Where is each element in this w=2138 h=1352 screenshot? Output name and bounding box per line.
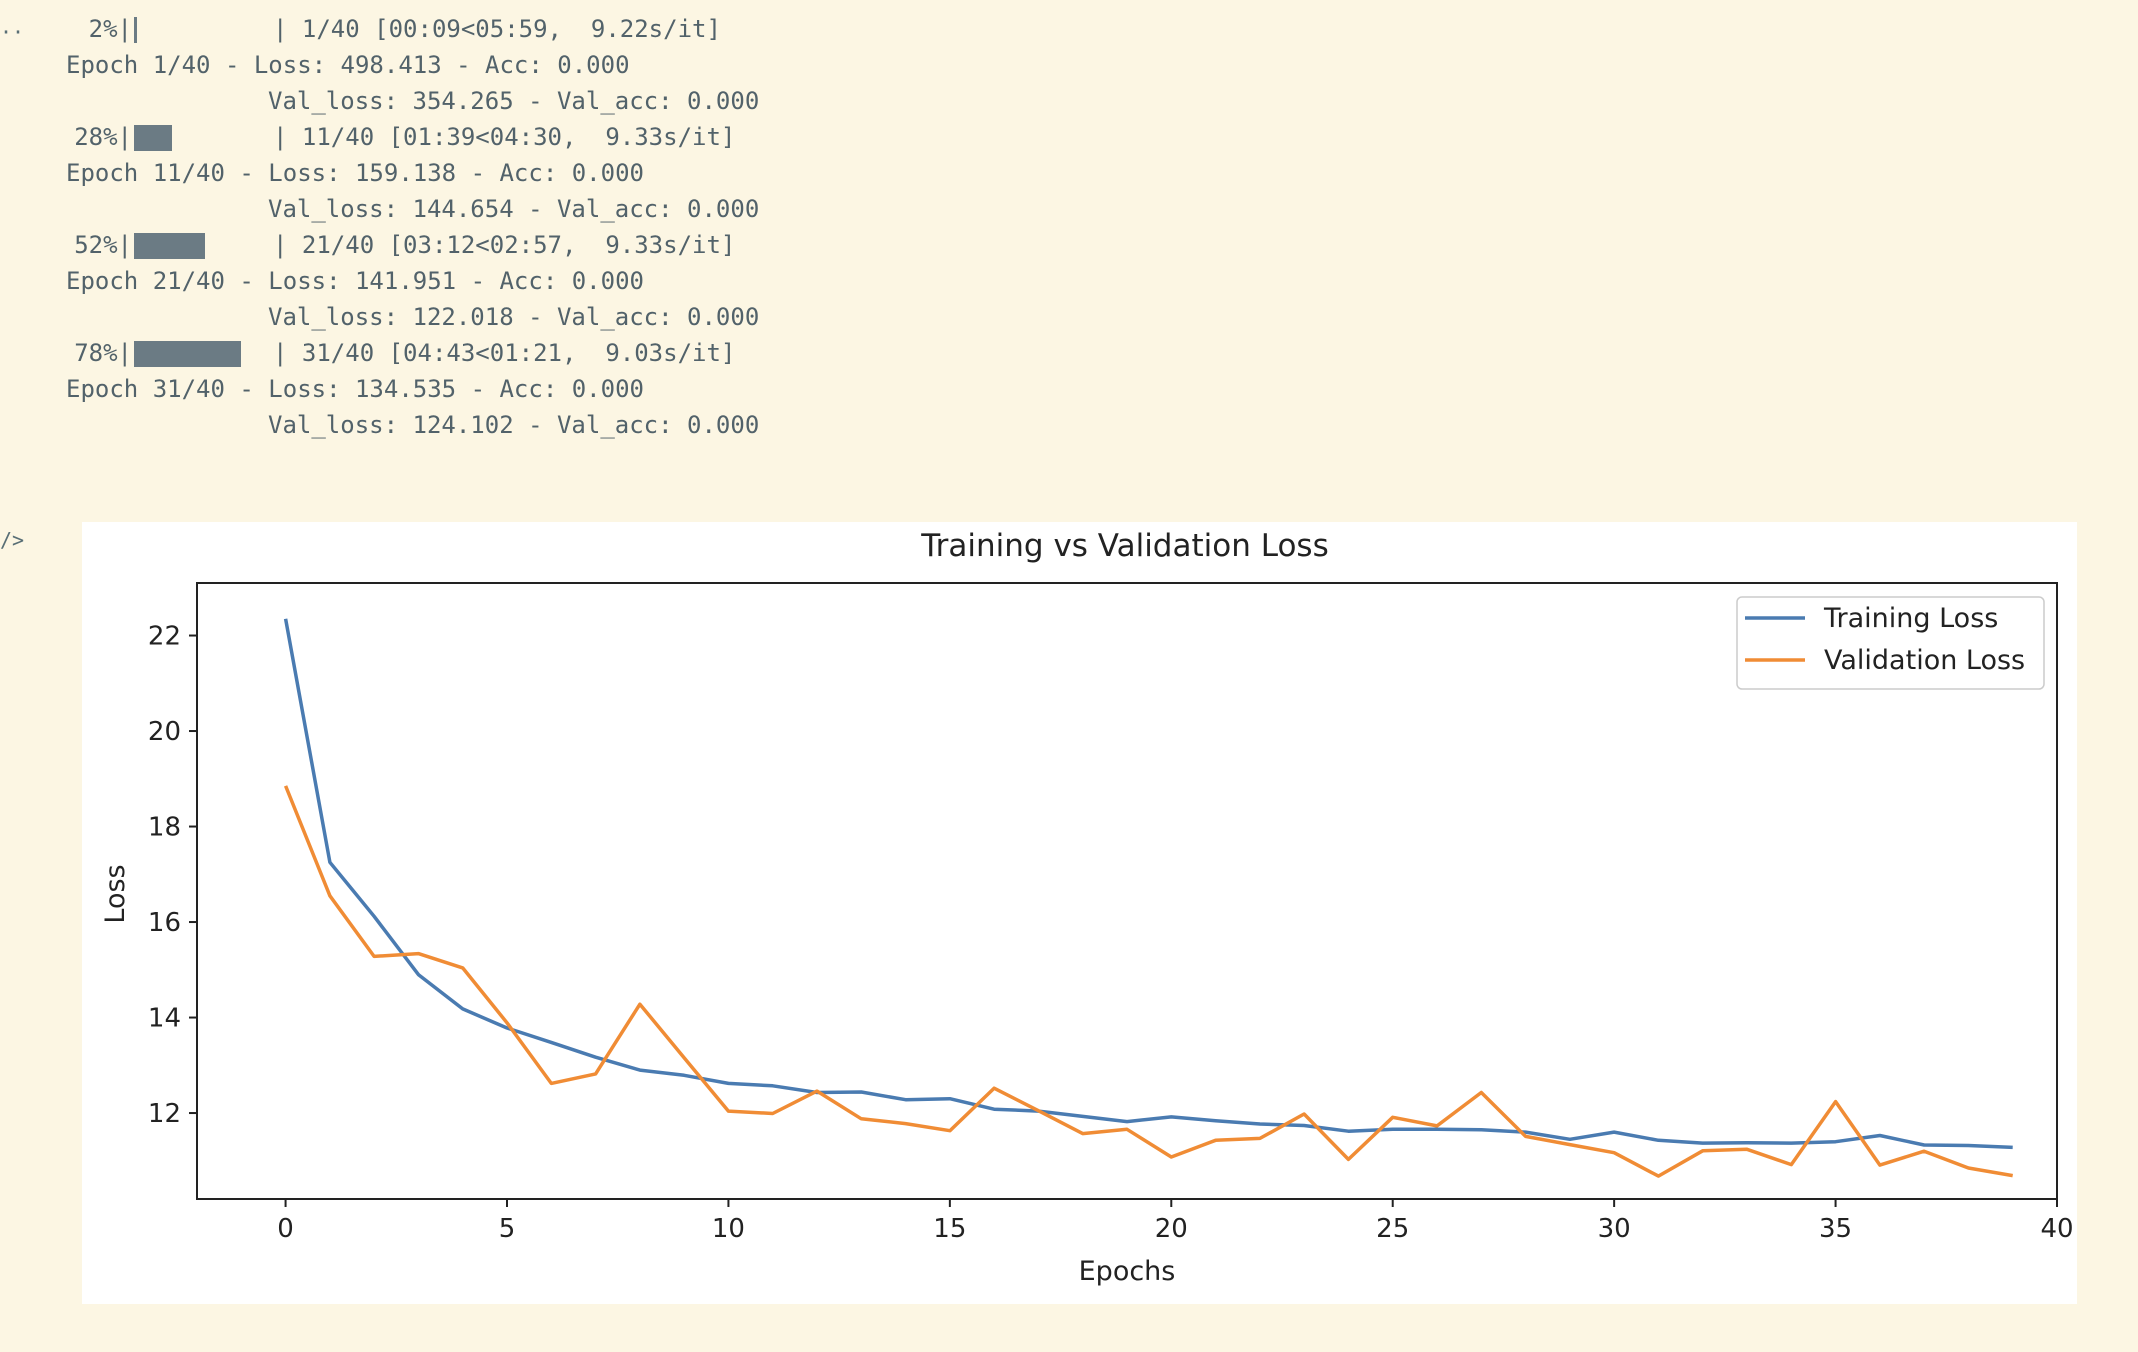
x-tick-label: 0 (277, 1214, 294, 1244)
y-tick-label: 12 (148, 1099, 181, 1129)
x-tick-label: 10 (712, 1214, 745, 1244)
epoch-line: Epoch 21/40 - Loss: 141.951 - Acc: 0.000 (66, 267, 644, 295)
progress-percent: 78%| (74, 339, 132, 367)
progress-suffix: | 11/40 [01:39<04:30, 9.33s/it] (273, 123, 736, 151)
x-axis-label: Epochs (1079, 1256, 1176, 1287)
progress-bar-fill (134, 125, 173, 151)
progress-suffix: | 1/40 [00:09<05:59, 9.22s/it] (273, 15, 721, 43)
plot-area-frame (196, 582, 2058, 1200)
progress-bar-fill (134, 341, 241, 367)
validation-loss-line (283, 785, 2013, 1178)
epoch-line: Epoch 31/40 - Loss: 134.535 - Acc: 0.000 (66, 375, 644, 403)
y-axis-label: Loss (100, 864, 131, 923)
val-line: Val_loss: 354.265 - Val_acc: 0.000 (268, 87, 760, 115)
y-tick-label: 16 (148, 908, 181, 938)
y-tick-label: 18 (148, 813, 181, 843)
loss-chart: Training vs Validation Loss 12 14 16 18 20 22… (100, 528, 2074, 1287)
y-tick-label: 20 (148, 717, 181, 747)
progress-bar-fill (134, 17, 138, 43)
y-tick-label: 22 (148, 622, 181, 652)
progress-bar-fill (134, 233, 206, 259)
chart-title: Training vs Validation Loss (920, 528, 1328, 564)
progress-percent: 28%| (74, 123, 132, 151)
val-line: Val_loss: 124.102 - Val_acc: 0.000 (268, 411, 760, 439)
y-axis: 12 14 16 18 20 22 (148, 622, 197, 1129)
progress-line-3: 52%| | 21/40 [03:12<02:57, 9.33s/it] (66, 230, 735, 260)
epoch-line: Epoch 1/40 - Loss: 498.413 - Acc: 0.000 (66, 51, 630, 79)
training-loss-line (283, 618, 2013, 1150)
progress-percent: 52%| (74, 231, 132, 259)
progress-bar (134, 341, 271, 367)
x-tick-label: 35 (1819, 1214, 1852, 1244)
y-tick-label: 14 (148, 1004, 181, 1034)
progress-suffix: | 31/40 [04:43<01:21, 9.03s/it] (273, 339, 736, 367)
series-lines (283, 618, 2013, 1178)
x-tick-label: 25 (1376, 1214, 1409, 1244)
progress-bar (134, 233, 271, 259)
x-tick-label: 5 (499, 1214, 516, 1244)
x-tick-label: 15 (933, 1214, 966, 1244)
x-axis: 0 5 10 15 20 25 30 35 40 (277, 1199, 2074, 1244)
progress-line-2: 28%| | 11/40 [01:39<04:30, 9.33s/it] (66, 122, 735, 152)
legend-label-training: Training Loss (1823, 603, 1998, 634)
epoch-line: Epoch 11/40 - Loss: 159.138 - Acc: 0.000 (66, 159, 644, 187)
plot-output-prompt: /> (0, 528, 25, 552)
val-line: Val_loss: 122.018 - Val_acc: 0.000 (268, 303, 760, 331)
legend-label-validation: Validation Loss (1824, 645, 2025, 676)
progress-line-4: 78%| | 31/40 [04:43<01:21, 9.03s/it] (66, 338, 735, 368)
loss-plot-figure: Training vs Validation Loss 12 14 16 18 20 22… (82, 522, 2077, 1304)
legend-box (1736, 596, 2045, 690)
progress-bar (134, 125, 271, 151)
progress-line-1: 2%| | 1/40 [00:09<05:59, 9.22s/it] (66, 14, 721, 44)
progress-percent: 2%| (88, 15, 132, 43)
val-line: Val_loss: 144.654 - Val_acc: 0.000 (268, 195, 760, 223)
output-prompt: ·· (0, 20, 25, 44)
progress-suffix: | 21/40 [03:12<02:57, 9.33s/it] (273, 231, 736, 259)
x-tick-label: 40 (2040, 1214, 2073, 1244)
x-tick-label: 30 (1598, 1214, 1631, 1244)
progress-bar (134, 17, 271, 43)
chart-legend: Training Loss Validation Loss (1736, 596, 2045, 690)
x-tick-label: 20 (1155, 1214, 1188, 1244)
